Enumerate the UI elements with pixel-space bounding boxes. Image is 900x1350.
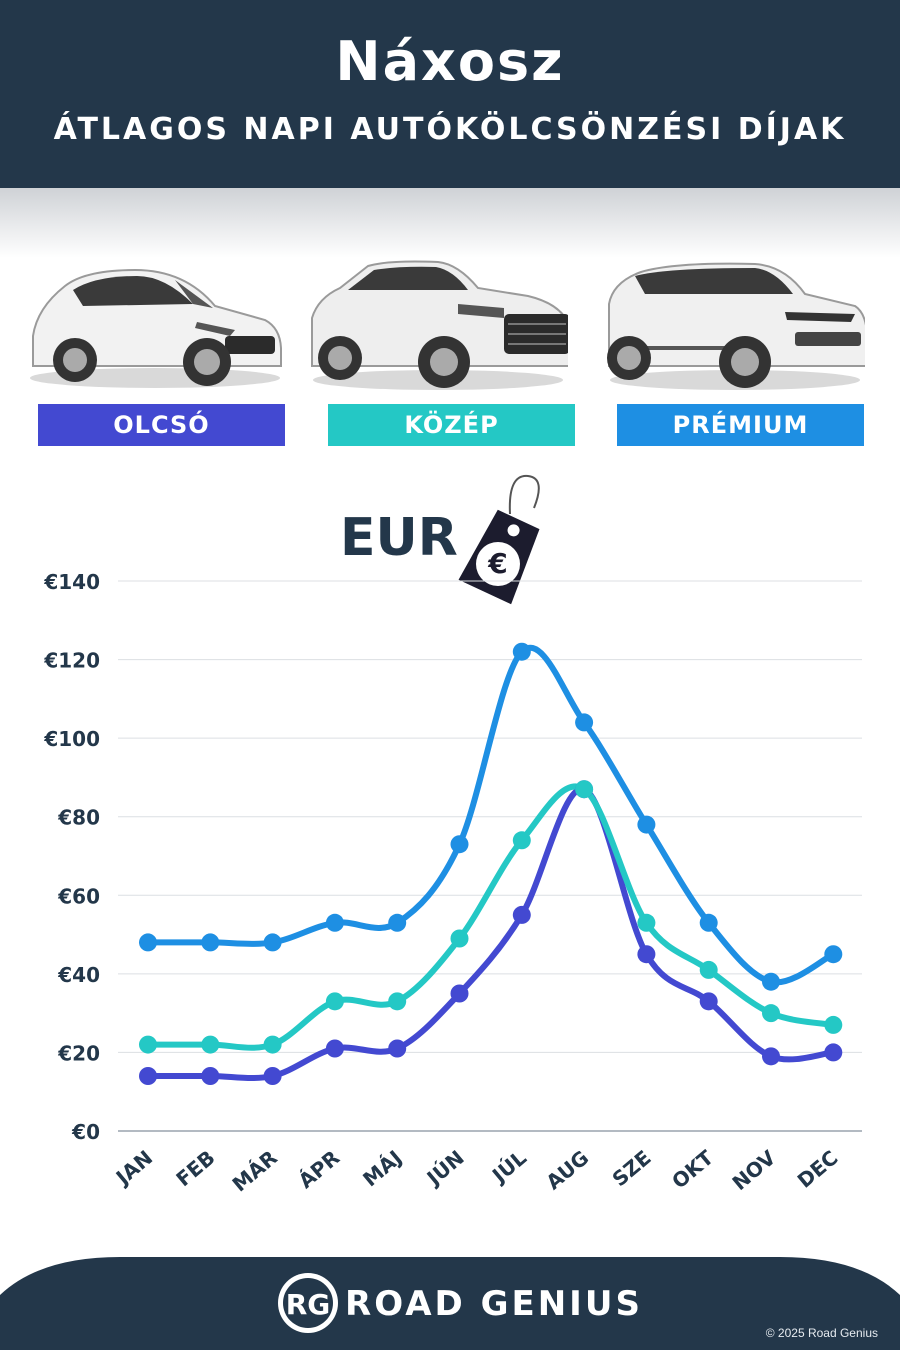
x-tick-label: DEC: [793, 1145, 843, 1192]
data-point: [512, 905, 531, 924]
data-point: [325, 1039, 344, 1058]
data-point: [824, 945, 843, 964]
rental-price-chart: €0 €20 €40 €60 €80 €100 €120 €140 JAN FEB MÁR ÁPR M…: [43, 570, 862, 1196]
page-title: Náxosz: [335, 30, 565, 93]
data-point: [201, 933, 220, 952]
data-point: [388, 913, 407, 932]
data-point: [699, 960, 718, 979]
x-tick-label: AUG: [541, 1145, 593, 1194]
data-point: [450, 929, 469, 948]
data-point: [450, 984, 469, 1003]
data-point: [139, 1035, 157, 1054]
x-tick-label: OKT: [667, 1145, 718, 1193]
x-tick-label: SZE: [608, 1145, 656, 1191]
y-tick-label: €20: [57, 1041, 100, 1065]
x-tick-label: FEB: [171, 1145, 219, 1191]
data-point: [699, 913, 718, 932]
page-subtitle: ÁTLAGOS NAPI AUTÓKÖLCSÖNZÉSI DÍJAK: [53, 112, 847, 147]
data-point: [201, 1035, 220, 1054]
data-point: [637, 945, 656, 964]
data-point: [263, 933, 282, 952]
data-point: [762, 972, 780, 991]
premium-car-image: [607, 262, 865, 390]
data-point: [263, 1067, 282, 1085]
data-point: [325, 913, 344, 932]
x-tick-label: JÚL: [486, 1145, 531, 1188]
data-point: [762, 1004, 780, 1023]
data-point: [512, 831, 531, 850]
data-point: [325, 992, 344, 1011]
y-tick-label: €80: [57, 806, 100, 830]
y-tick-label: €0: [71, 1120, 100, 1144]
y-tick-label: €60: [57, 884, 100, 908]
economy-car-image: [30, 268, 282, 388]
series-line-1: [145, 783, 837, 1051]
data-point: [824, 1015, 843, 1034]
midsize-car-image: [311, 260, 568, 390]
logo-mark: RG: [286, 1288, 331, 1321]
data-point: [139, 1067, 157, 1085]
data-point: [637, 913, 656, 932]
y-tick-label: €140: [43, 570, 100, 594]
x-tick-label: JAN: [110, 1145, 157, 1190]
data-point: [450, 835, 469, 854]
x-tick-label: MÁR: [227, 1145, 281, 1196]
data-point: [139, 933, 157, 952]
data-point: [575, 713, 594, 732]
data-point: [575, 780, 594, 799]
data-point: [388, 992, 407, 1011]
euro-symbol: €: [487, 547, 507, 580]
legend-label-premium: PRÉMIUM: [617, 404, 864, 446]
legend-label-economy: OLCSÓ: [38, 404, 285, 446]
data-point: [263, 1035, 282, 1054]
legend-label-midsize: KÖZÉP: [328, 404, 575, 446]
y-tick-label: €40: [57, 963, 100, 987]
x-tick-label: MÁJ: [358, 1145, 406, 1191]
copyright: © 2025 Road Genius: [765, 1326, 878, 1340]
footer: RG ROAD GENIUS: [0, 1257, 900, 1350]
data-point: [388, 1039, 407, 1058]
x-tick-label: ÁPR: [294, 1145, 344, 1193]
header: Náxosz ÁTLAGOS NAPI AUTÓKÖLCSÖNZÉSI DÍJA…: [0, 0, 900, 188]
series-line-0: [145, 786, 837, 1082]
y-tick-label: €120: [43, 649, 100, 673]
data-point: [637, 815, 656, 834]
data-point: [201, 1067, 220, 1085]
x-tick-label: NOV: [727, 1145, 780, 1195]
brand-name: ROAD GENIUS: [345, 1284, 643, 1324]
data-point: [762, 1047, 780, 1066]
x-tick-label: JÚN: [421, 1145, 469, 1191]
data-point: [512, 642, 531, 661]
data-point: [699, 992, 718, 1011]
y-tick-label: €100: [43, 727, 100, 751]
header-shadow: [0, 188, 900, 258]
series-line-2: [145, 644, 837, 986]
currency-label: EUR: [340, 508, 458, 568]
data-point: [824, 1043, 843, 1062]
